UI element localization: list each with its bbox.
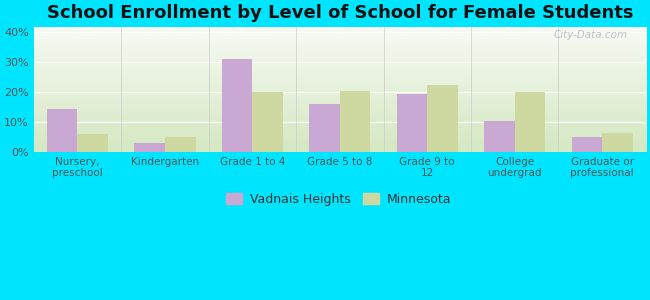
Bar <box>396 94 427 152</box>
Bar <box>77 134 108 152</box>
Bar <box>135 143 165 152</box>
Legend: Vadnais Heights, Minnesota: Vadnais Heights, Minnesota <box>224 188 456 211</box>
Title: School Enrollment by Level of School for Female Students: School Enrollment by Level of School for… <box>47 4 633 22</box>
Bar <box>515 92 545 152</box>
Bar <box>571 137 602 152</box>
Bar <box>427 85 458 152</box>
Bar <box>222 59 252 152</box>
Bar <box>309 104 340 152</box>
Bar <box>340 91 370 152</box>
Bar <box>252 92 283 152</box>
Bar <box>165 137 196 152</box>
Bar <box>47 109 77 152</box>
Text: City-Data.com: City-Data.com <box>553 30 627 40</box>
Bar <box>602 133 632 152</box>
Bar <box>484 121 515 152</box>
